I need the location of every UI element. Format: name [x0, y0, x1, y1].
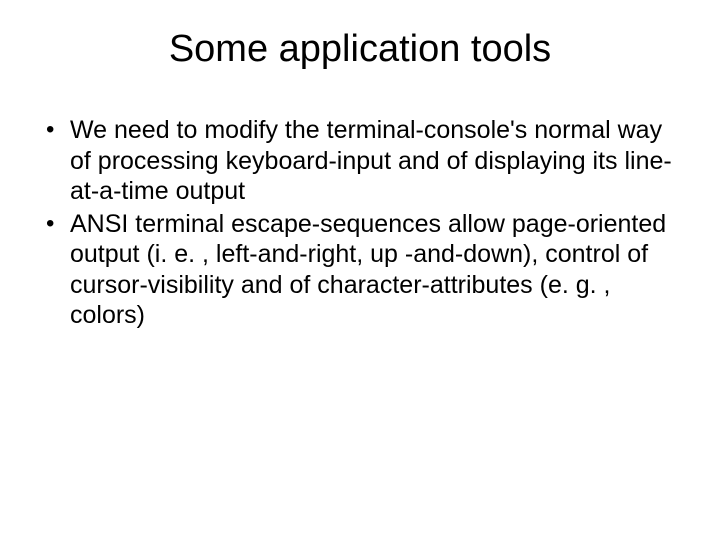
- slide-title: Some application tools: [40, 28, 680, 71]
- bullet-item: ANSI terminal escape-sequences allow pag…: [40, 209, 680, 331]
- bullet-item: We need to modify the terminal-console's…: [40, 115, 680, 207]
- bullet-list: We need to modify the terminal-console's…: [40, 115, 680, 331]
- slide-container: Some application tools We need to modify…: [0, 0, 720, 540]
